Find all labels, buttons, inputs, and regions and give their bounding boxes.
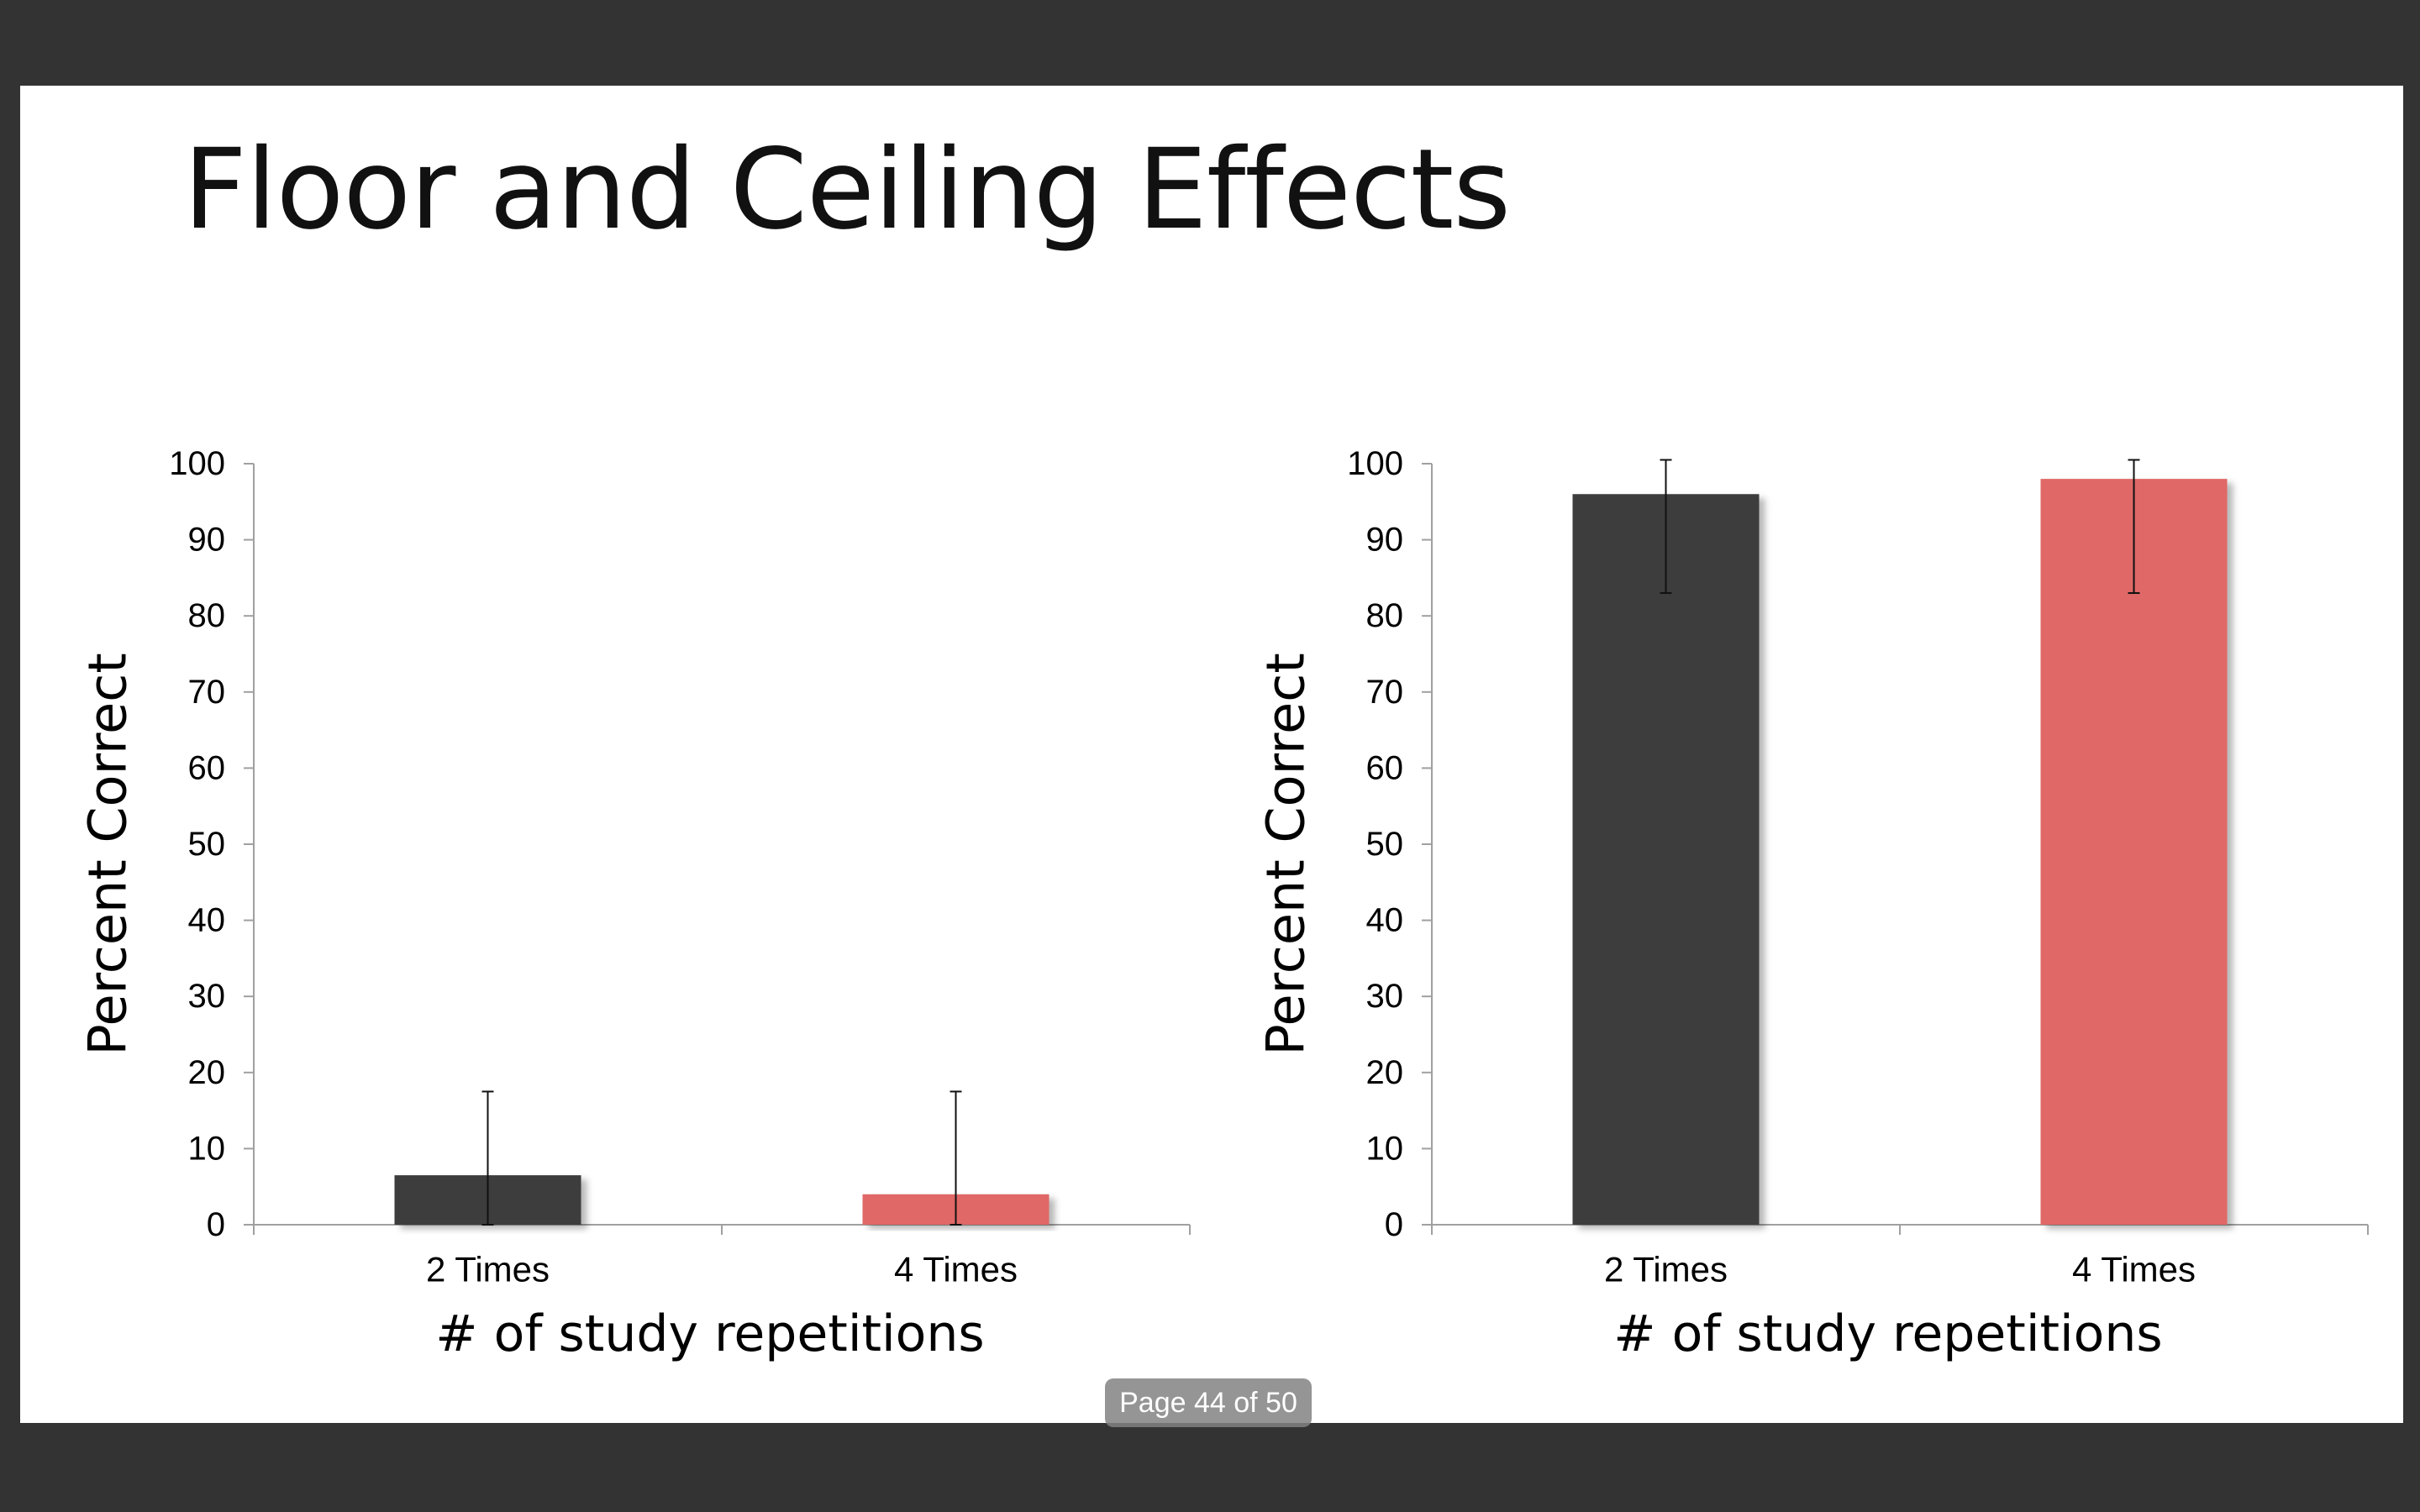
slide-title: Floor and Ceiling Effects: [183, 125, 1511, 255]
y-tick-label: 0: [1385, 1206, 1403, 1243]
y-tick-label: 80: [188, 597, 226, 634]
y-tick-label: 20: [188, 1054, 226, 1091]
y-tick-label: 40: [188, 902, 226, 939]
y-tick-label: 20: [1366, 1054, 1404, 1091]
bar-4-times: [2040, 479, 2228, 1225]
y-tick-label: 10: [1366, 1130, 1404, 1167]
x-category-label: 4 Times: [894, 1250, 1018, 1289]
x-axis-title: # of study repetitions: [1613, 1305, 2162, 1363]
y-tick-label: 90: [188, 522, 226, 559]
y-tick-label: 0: [207, 1206, 225, 1243]
y-tick-label: 30: [1366, 978, 1404, 1015]
chart-floor-effect: 0 10 20 30 40 50 60 70 80 90 100 2 Times 4 Times # of…: [77, 445, 1191, 1363]
y-axis-title: Percent Correct: [1255, 653, 1317, 1055]
y-tick-label: 70: [1366, 674, 1404, 711]
y-tick-label: 30: [188, 978, 226, 1015]
y-tick-label: 100: [169, 445, 225, 482]
y-tick-label: 50: [188, 826, 226, 863]
chart-ceiling-effect: 0 10 20 30 40 50 60 70 80 90 100 2 Times 4 Times # of…: [1255, 445, 2369, 1363]
x-category-label: 2 Times: [426, 1250, 550, 1289]
x-category-label: 2 Times: [1604, 1250, 1728, 1289]
y-tick-label: 50: [1366, 826, 1404, 863]
x-axis-title: # of study repetitions: [435, 1305, 984, 1363]
y-tick-label: 40: [1366, 902, 1404, 939]
y-tick-label: 60: [188, 749, 226, 786]
y-tick-label: 100: [1347, 445, 1403, 482]
y-tick-label: 10: [188, 1130, 226, 1167]
y-tick-label: 80: [1366, 597, 1404, 634]
y-tick-label: 90: [1366, 522, 1404, 559]
x-category-label: 4 Times: [2072, 1250, 2196, 1289]
page-indicator: Page 44 of 50: [1105, 1378, 1312, 1427]
y-tick-label: 60: [1366, 749, 1404, 786]
y-tick-label: 70: [188, 674, 226, 711]
bar-2-times: [1572, 494, 1760, 1225]
y-axis-title: Percent Correct: [77, 653, 139, 1055]
